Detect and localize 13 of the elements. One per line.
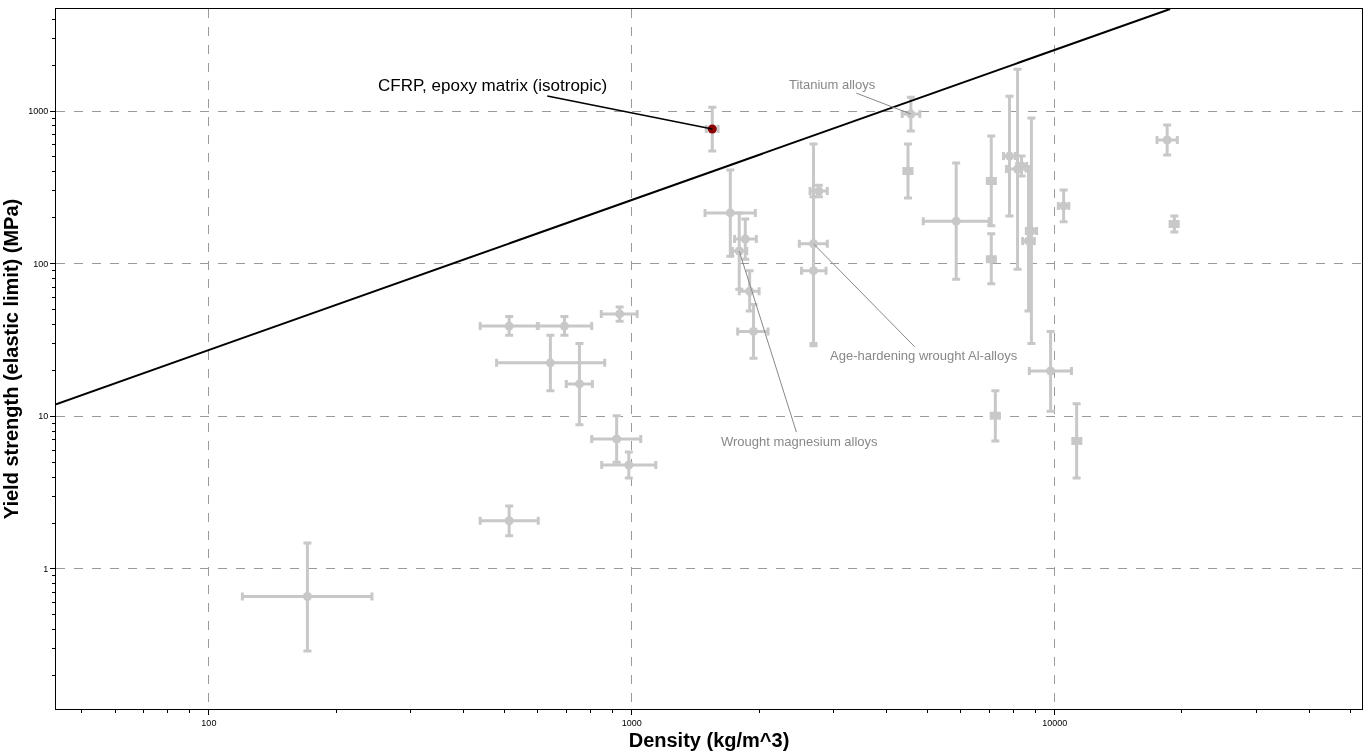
y-tick-label: 1 xyxy=(43,564,49,575)
annotation: Age-hardening wrought Al-alloys xyxy=(830,348,1018,363)
annotation: Titanium alloys xyxy=(789,77,876,92)
x-tick-label: 1000 xyxy=(621,717,642,728)
x-tick-label: 10000 xyxy=(1042,717,1068,728)
annotation: Wrought magnesium alloys xyxy=(721,434,879,449)
x-tick-label: 100 xyxy=(201,717,217,728)
annotation: CFRP, epoxy matrix (isotropic) xyxy=(378,76,608,95)
x-axis-title: Density (kg/m^3) xyxy=(628,729,790,752)
y-tick-label: 10 xyxy=(38,411,49,422)
y-axis-title: Yield strength (elastic limit) (MPa) xyxy=(0,198,22,520)
y-tick-label: 100 xyxy=(33,258,49,269)
y-tick-label: 1000 xyxy=(28,106,49,117)
